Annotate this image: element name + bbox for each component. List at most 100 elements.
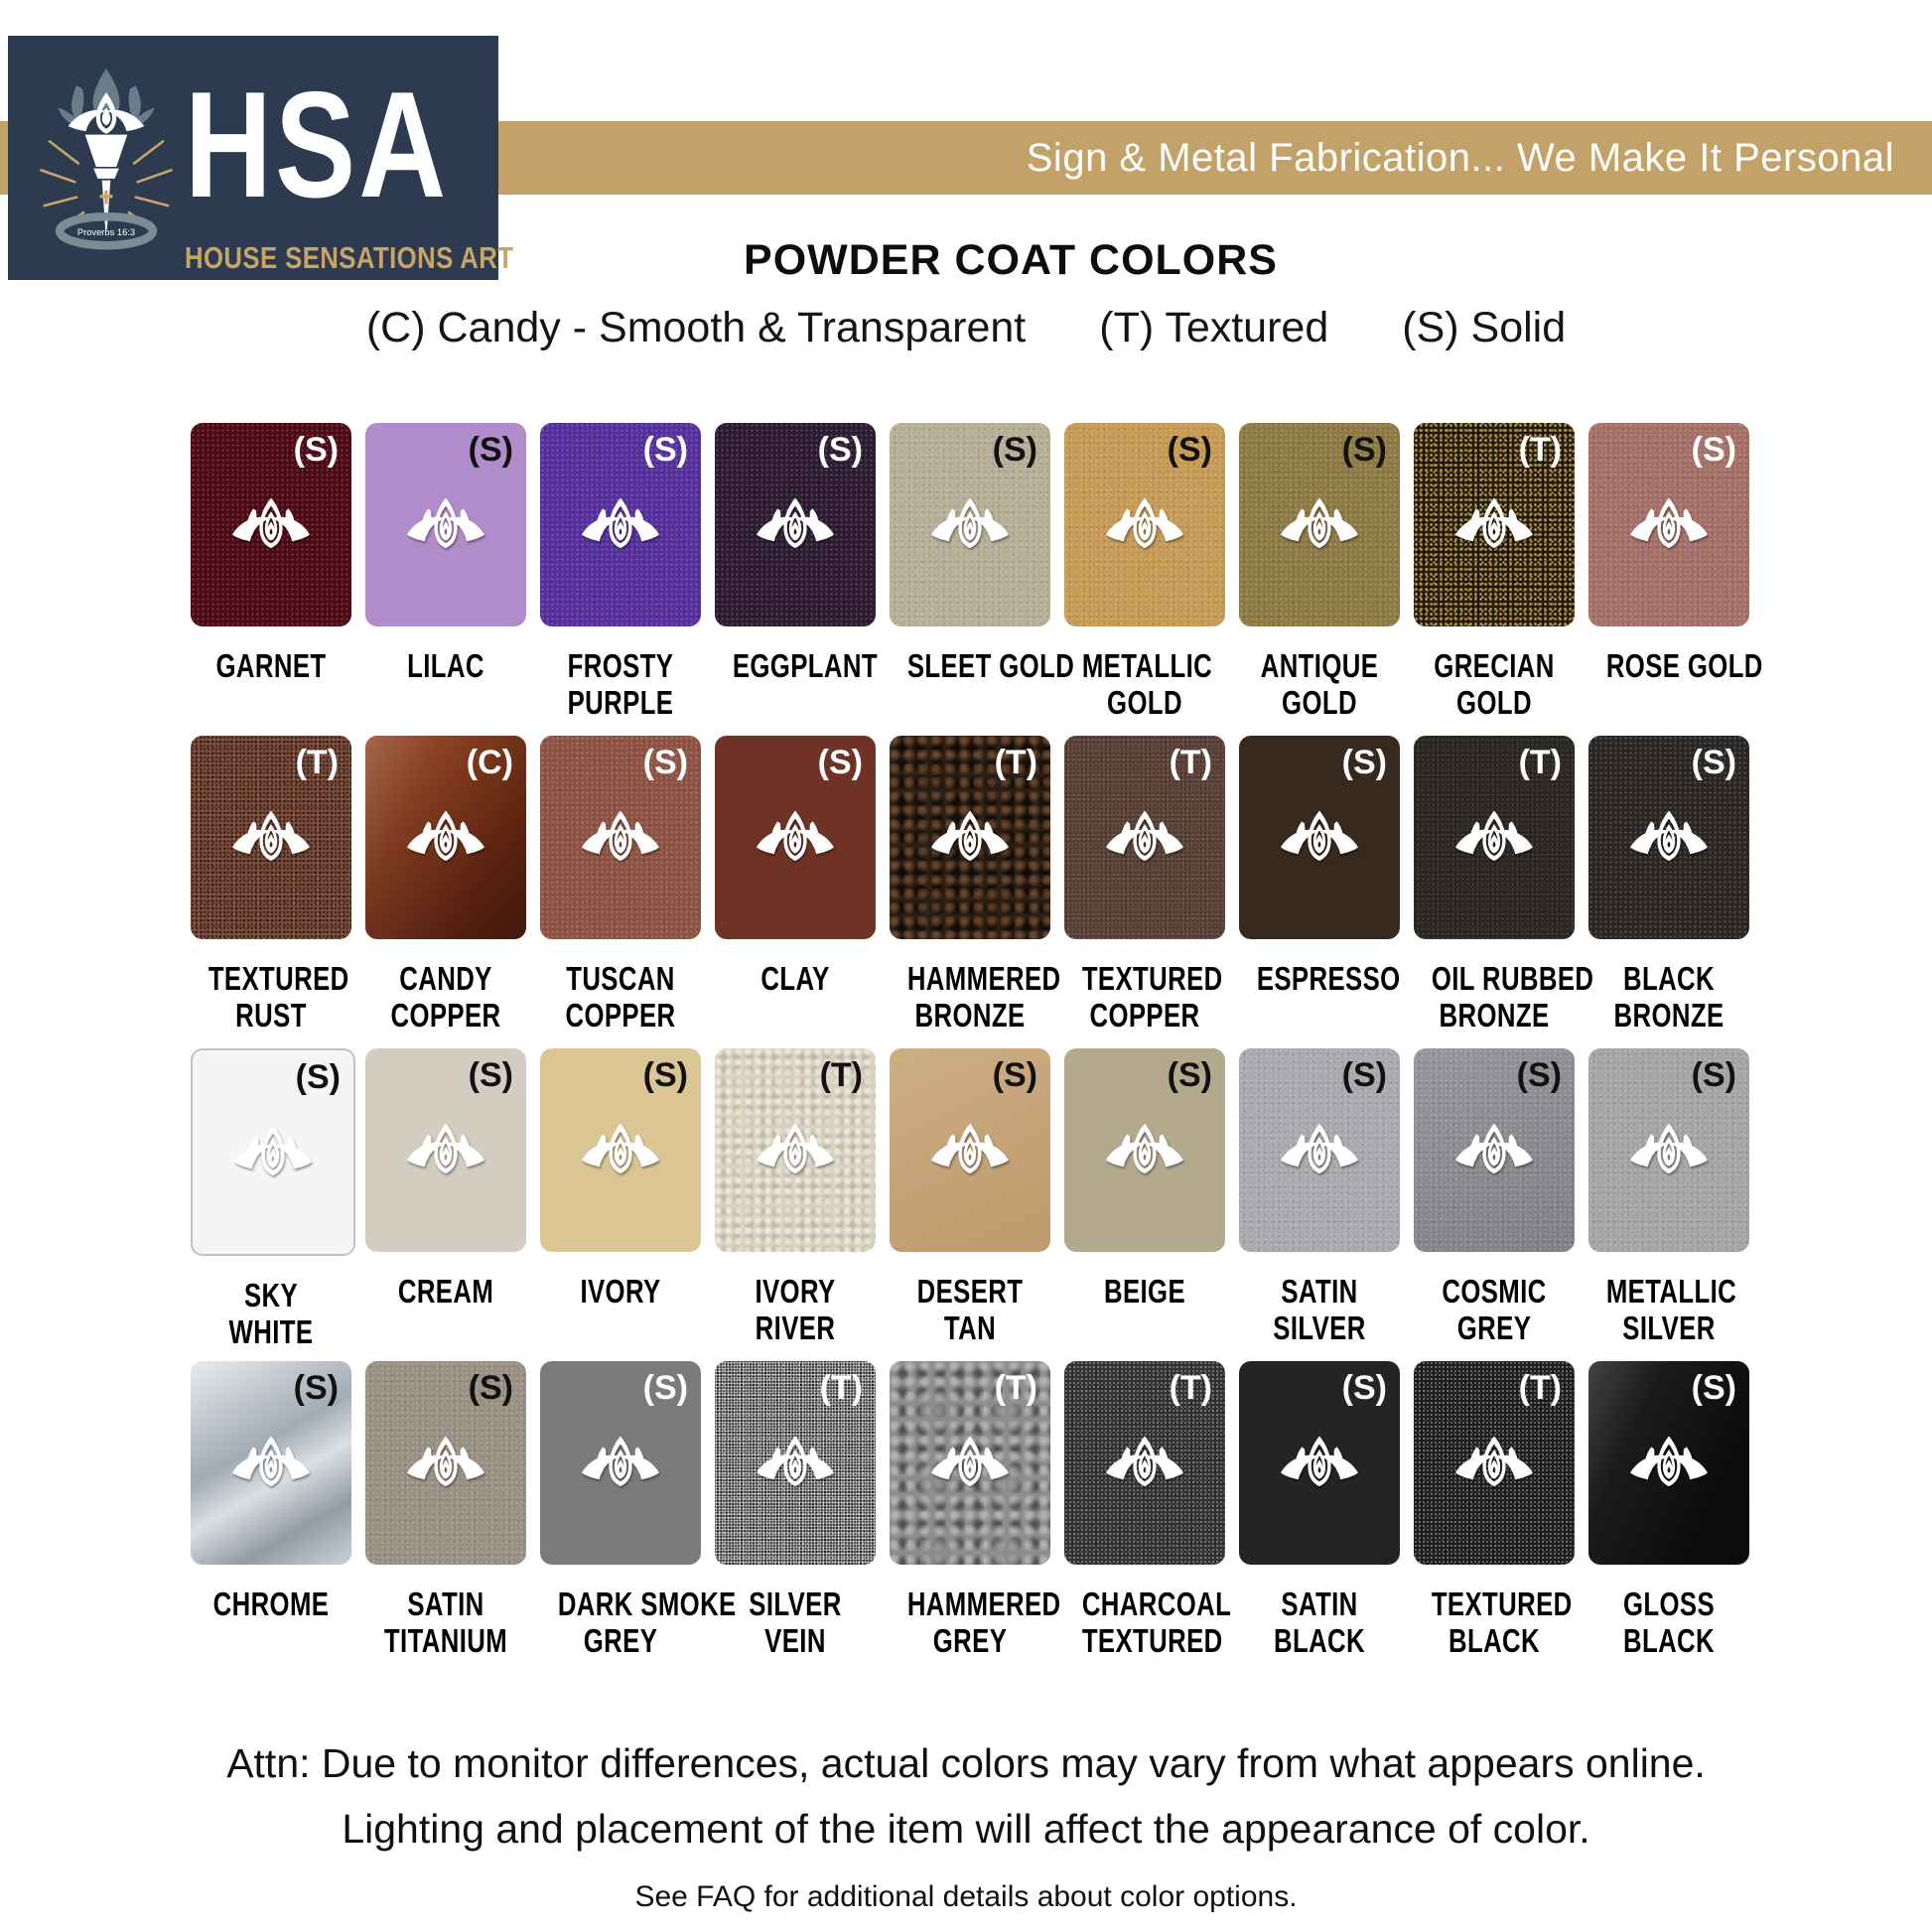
finish-type-marker: (S) — [1691, 431, 1736, 469]
torch-lotus-icon: Proverbs 16:3 — [40, 69, 173, 250]
lotus-logo-icon — [232, 810, 310, 862]
swatch-cell: (S) EGGPLANT — [715, 423, 878, 736]
lotus-logo-icon — [407, 497, 484, 549]
swatch-cell: (S) METALLIC GOLD — [1064, 423, 1225, 736]
color-swatch: (S) — [1588, 423, 1749, 626]
color-swatch: (T) — [1414, 1361, 1575, 1565]
legend-item: (T) Textured — [1099, 304, 1329, 351]
swatch-cell: (T) HAMMERED GREY — [890, 1361, 1060, 1674]
color-swatch: (T) — [715, 1048, 876, 1252]
color-swatch: (S) — [1414, 1048, 1575, 1252]
color-swatch: (S) — [540, 1361, 701, 1565]
finish-type-marker: (T) — [1518, 431, 1562, 469]
lotus-logo-icon — [1281, 1436, 1358, 1487]
color-swatch: (S) — [1588, 1048, 1749, 1252]
lotus-logo-icon — [1630, 497, 1708, 549]
lotus-logo-icon — [582, 497, 659, 549]
lotus-logo-icon — [1281, 810, 1358, 862]
swatch-cell: (S) LILAC — [365, 423, 526, 736]
swatch-cell: (S) SATIN SILVER — [1239, 1048, 1400, 1361]
lotus-logo-icon — [1630, 1436, 1708, 1487]
color-name-label: METALLIC GOLD — [1081, 647, 1213, 721]
swatch-cell: (S) COSMIC GREY — [1414, 1048, 1575, 1361]
color-name-label: SATIN SILVER — [1273, 1273, 1366, 1346]
legend-item: (S) Solid — [1402, 304, 1567, 351]
finish-type-marker: (T) — [1169, 744, 1212, 781]
lotus-logo-icon — [931, 1123, 1009, 1174]
swatch-cell: (S) FROSTY PURPLE — [540, 423, 701, 736]
finish-type-legend: (C) Candy - Smooth & Transparent (T) Text… — [0, 304, 1932, 352]
finish-type-marker: (S) — [468, 1369, 513, 1407]
swatch-cell: (T) GRECIAN GOLD — [1414, 423, 1575, 736]
finish-type-marker: (S) — [1691, 1369, 1736, 1407]
finish-type-marker: (S) — [1341, 431, 1387, 469]
finish-type-marker: (T) — [295, 744, 339, 781]
color-swatch: (S) — [1588, 1361, 1749, 1565]
color-swatch: (S) — [365, 423, 526, 626]
tagline-text: Sign & Metal Fabrication... We Make It P… — [1026, 135, 1894, 180]
color-name-label: HAMMERED BRONZE — [906, 960, 1061, 1034]
finish-type-marker: (S) — [992, 1056, 1037, 1094]
finish-type-marker: (S) — [817, 744, 863, 781]
disclaimer-line-2: Lighting and placement of the item will … — [342, 1805, 1590, 1852]
color-name-label: SLEET GOLD — [906, 647, 1075, 684]
color-name-label: CLAY — [760, 960, 830, 997]
lotus-logo-icon — [757, 1123, 834, 1174]
swatch-cell: (S) SATIN TITANIUM — [365, 1361, 526, 1674]
cross-icon — [99, 190, 113, 205]
finish-type-marker: (S) — [1341, 744, 1387, 781]
color-swatch: (S) — [191, 1048, 355, 1256]
color-name-label: GLOSS BLACK — [1622, 1586, 1716, 1659]
swatch-cell: (T) TEXTURED COPPER — [1064, 736, 1225, 1048]
color-name-label: CHROME — [212, 1586, 330, 1622]
finish-type-marker: (T) — [994, 1369, 1037, 1407]
color-name-label: SKY WHITE — [228, 1277, 314, 1350]
color-name-label: DARK SMOKE GREY — [557, 1586, 737, 1659]
color-name-label: CHARCOAL TEXTURED — [1081, 1586, 1232, 1659]
color-name-label: TEXTURED RUST — [207, 960, 349, 1034]
lotus-logo-icon — [1106, 497, 1183, 549]
swatch-cell: (S) BLACK BRONZE — [1588, 736, 1749, 1048]
finish-type-marker: (S) — [1341, 1369, 1387, 1407]
finish-type-marker: (S) — [817, 431, 863, 469]
finish-type-marker: (S) — [642, 1056, 688, 1094]
swatch-cell: (S) ESPRESSO — [1239, 736, 1400, 1048]
color-swatch: (S) — [1064, 1048, 1225, 1252]
finish-type-marker: (T) — [1518, 744, 1562, 781]
lotus-logo-icon — [234, 1125, 312, 1176]
color-swatch: (S) — [715, 423, 876, 626]
finish-type-marker: (S) — [1691, 744, 1736, 781]
swatch-cell: (S) CHROME — [191, 1361, 351, 1674]
finish-type-marker: (S) — [468, 431, 513, 469]
lotus-logo-icon — [931, 1436, 1009, 1487]
lotus-logo-icon — [232, 497, 310, 549]
color-name-label: IVORY RIVER — [755, 1273, 836, 1346]
lotus-logo-icon — [931, 810, 1009, 862]
color-name-label: IVORY — [580, 1273, 661, 1310]
logo-company-name: HOUSE SENSATIONS ART — [185, 240, 514, 275]
color-name-label: METALLIC SILVER — [1605, 1273, 1737, 1346]
lotus-logo-icon — [1281, 497, 1358, 549]
color-name-label: GRECIAN GOLD — [1434, 647, 1555, 721]
swatch-cell: (T) TEXTURED BLACK — [1414, 1361, 1575, 1674]
lotus-logo-icon — [1455, 810, 1533, 862]
swatch-cell: (S) ANTIQUE GOLD — [1239, 423, 1400, 736]
swatch-cell: (S) SKY WHITE — [191, 1048, 355, 1361]
color-swatch: (T) — [890, 1361, 1050, 1565]
lotus-logo-icon — [931, 497, 1009, 549]
finish-type-marker: (S) — [295, 1058, 341, 1096]
color-swatch: (S) — [1588, 736, 1749, 939]
color-swatch: (S) — [191, 423, 351, 626]
swatch-cell: (S) CLAY — [715, 736, 876, 1048]
lotus-logo-icon — [582, 1436, 659, 1487]
page-title: POWDER COAT COLORS — [744, 236, 1278, 284]
color-name-label: TEXTURED BLACK — [1431, 1586, 1573, 1659]
color-name-label: GARNET — [215, 647, 327, 684]
swatch-cell: (T) IVORY RIVER — [715, 1048, 876, 1361]
color-swatch: (S) — [1064, 423, 1225, 626]
finish-type-marker: (T) — [994, 744, 1037, 781]
color-swatch: (S) — [365, 1048, 526, 1252]
faq-note: See FAQ for additional details about col… — [634, 1880, 1298, 1913]
lotus-logo-icon — [1455, 1436, 1533, 1487]
legend-item: (C) Candy - Smooth & Transparent — [365, 304, 1027, 351]
